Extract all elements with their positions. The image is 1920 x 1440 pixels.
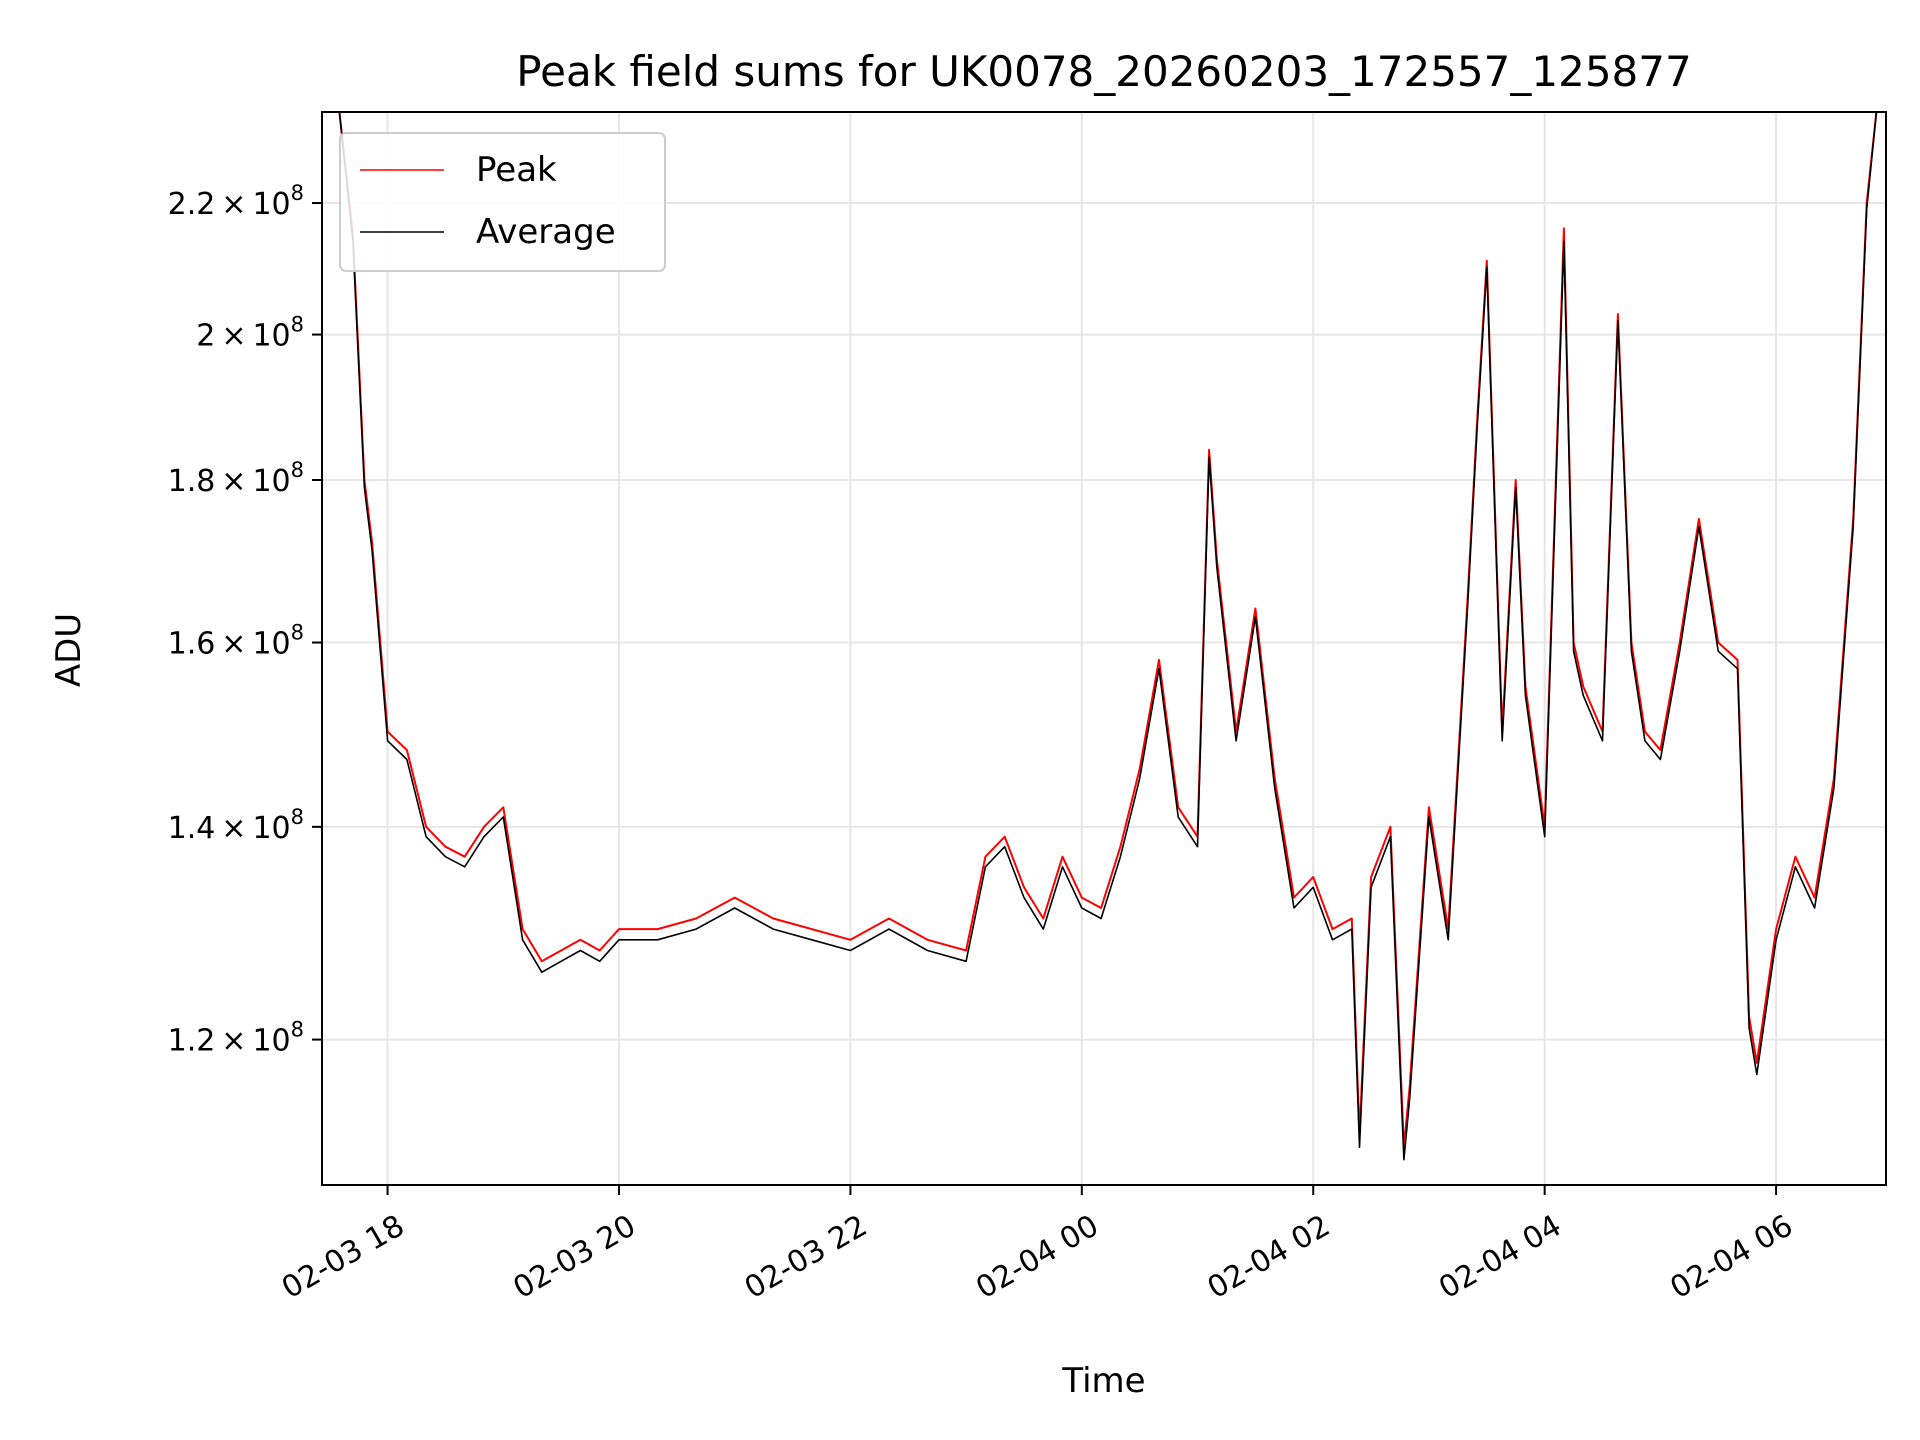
y-axis-title: ADU xyxy=(49,613,89,687)
y-tick-label: 2.2 × 108 xyxy=(168,181,304,222)
y-tick-label: 1.2 × 108 xyxy=(168,1018,304,1059)
chart-title: Peak field sums for UK0078_20260203_1725… xyxy=(516,47,1691,96)
y-axis: 1.2 × 108 1.4 × 108 1.6 × 108 1.8 × 108 2 × … xyxy=(168,181,322,1059)
series-line-average xyxy=(338,112,1878,1161)
y-tick-label: 1.8 × 108 xyxy=(168,458,304,499)
series-line-peak xyxy=(338,112,1878,1149)
plot-frame xyxy=(321,111,1887,1186)
y-tick-label: 2 × 108 xyxy=(196,313,304,354)
y-tick-label: 1.4 × 108 xyxy=(168,805,304,846)
legend-peak-label: Peak xyxy=(476,150,557,190)
x-axis-title: Time xyxy=(1061,1361,1145,1401)
series-layer xyxy=(338,112,1878,1161)
legend: Peak Average xyxy=(339,132,666,272)
y-tick-label: 1.6 × 108 xyxy=(168,621,304,662)
legend-box xyxy=(339,132,666,272)
legend-average-label: Average xyxy=(476,212,616,252)
